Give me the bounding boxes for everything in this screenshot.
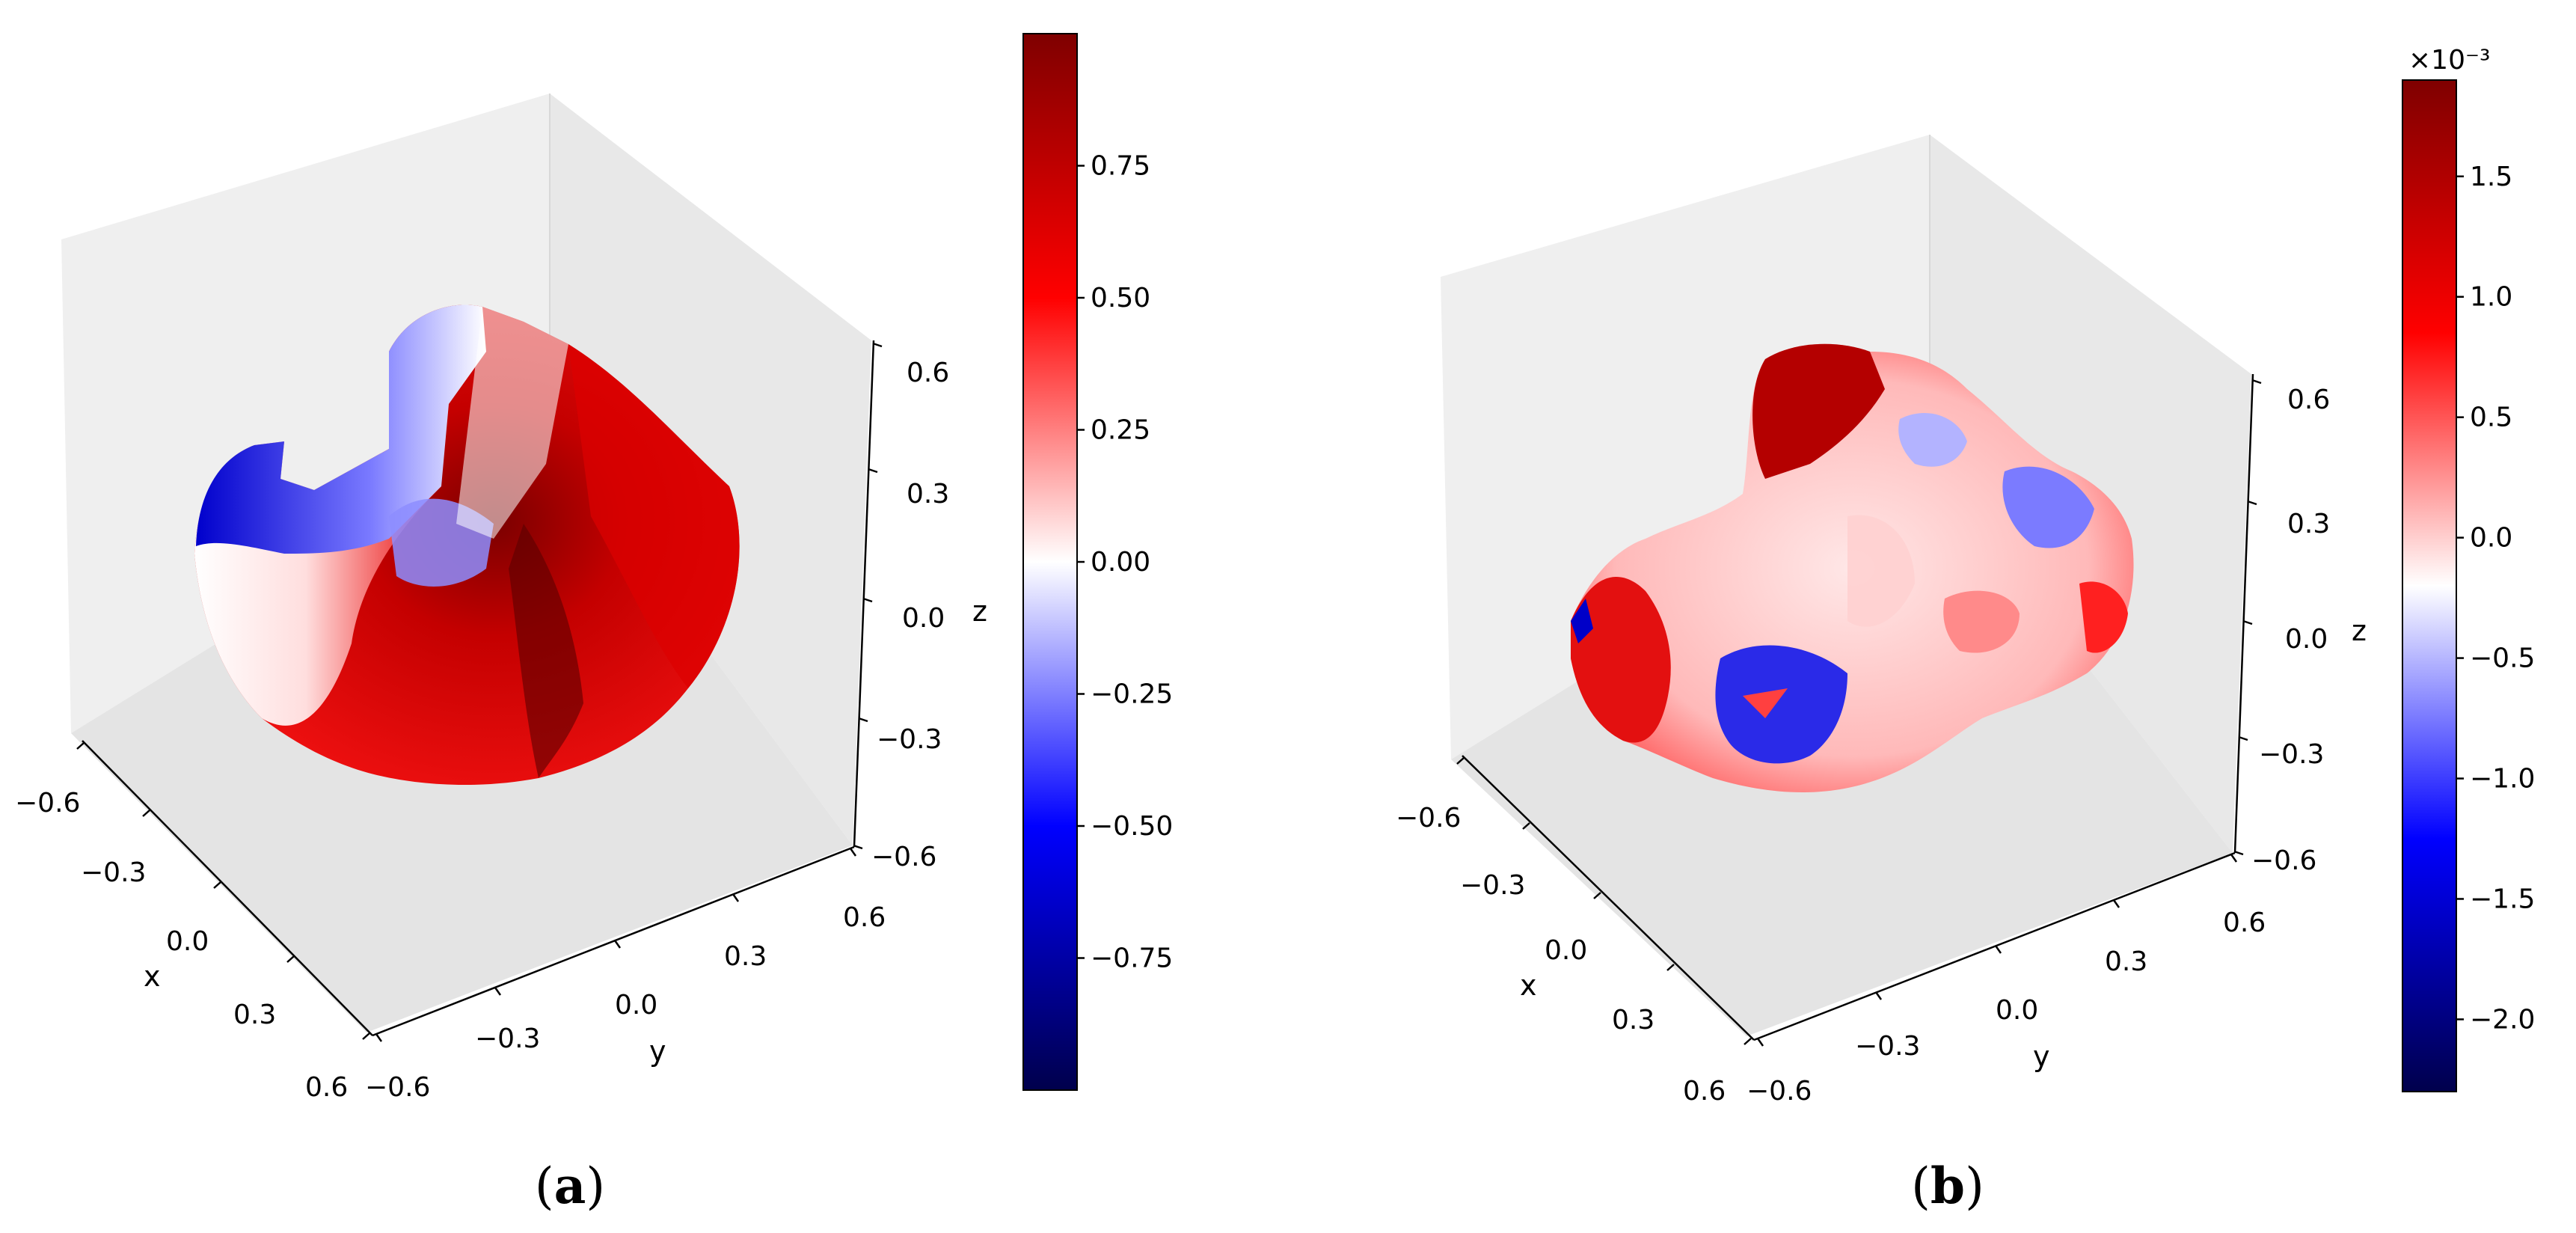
y-tick-label: 0.6 xyxy=(843,902,886,933)
pane-back-left xyxy=(1441,135,1930,759)
z-tick-label: 0.6 xyxy=(907,358,949,388)
pane-back-left xyxy=(61,94,550,733)
y-tick-label: −0.6 xyxy=(365,1072,430,1103)
y-tick-label: −0.3 xyxy=(475,1024,540,1054)
y-tick-label: 0.0 xyxy=(615,990,657,1021)
colorbar-exponent: ×10⁻³ xyxy=(2408,45,2490,76)
x-tick-label: −0.3 xyxy=(1460,870,1525,901)
z-axis-b: −0.6 −0.3 0.0 0.3 0.6 z xyxy=(2233,373,2367,876)
z-tick-label: 0.3 xyxy=(907,479,949,510)
z-tick-label: 0.0 xyxy=(902,603,945,634)
z-axis-label: z xyxy=(972,595,987,628)
colorbar-tick-label: −1.5 xyxy=(2470,884,2535,914)
y-tick-label: 0.6 xyxy=(2223,908,2266,938)
x-axis-label: x xyxy=(144,960,161,993)
colorbar-tick-label: −0.25 xyxy=(1091,679,1173,710)
x-tick-label: 0.6 xyxy=(305,1072,348,1103)
z-tick-label: −0.3 xyxy=(877,724,942,755)
z-tick-label: −0.3 xyxy=(2259,739,2324,770)
colorbar-a: 0.75 0.50 0.25 0.00 −0.25 −0.50 −0.75 xyxy=(1022,33,1173,1091)
colorbar-tick-label: −0.50 xyxy=(1091,811,1173,842)
y-tick-label: 0.0 xyxy=(1996,995,2038,1026)
y-tick-label: −0.3 xyxy=(1855,1031,1920,1062)
z-axis-label: z xyxy=(2352,614,2367,647)
x-tick-label: 0.0 xyxy=(1545,935,1587,966)
x-axis-a: −0.6 −0.3 0.0 0.3 0.6 x xyxy=(15,740,373,1103)
panel-b: −0.6 −0.3 0.0 0.3 0.6 x −0.6 −0.3 0.0 0.… xyxy=(1396,45,2535,1215)
y-axis-b: −0.6 −0.3 0.0 0.3 0.6 y xyxy=(1747,851,2266,1107)
x-tick-label: 0.3 xyxy=(1612,1005,1655,1035)
surface-a xyxy=(194,305,740,786)
colorbar-tick-label: −0.5 xyxy=(2470,643,2535,674)
colorbar-tick-label: 0.00 xyxy=(1091,547,1150,578)
x-tick-label: −0.3 xyxy=(81,857,146,888)
x-tick-label: 0.6 xyxy=(1683,1076,1726,1107)
z-axis-a: −0.6 −0.3 0.0 0.3 0.6 z xyxy=(853,340,987,872)
y-tick-label: 0.3 xyxy=(2105,946,2147,977)
colorbar-tick-label: 0.5 xyxy=(2470,403,2512,433)
colorbar-b: ×10⁻³ 1.5 1.0 0.5 0.0 −0.5 −1.0 −1.5 −2.0 xyxy=(2402,45,2535,1092)
y-axis-label: y xyxy=(2033,1040,2050,1073)
panel-label-a: (a) xyxy=(535,1157,605,1215)
colorbar-tick-label: 0.50 xyxy=(1091,283,1150,313)
surface-b xyxy=(1571,343,2134,793)
x-axis-b: −0.6 −0.3 0.0 0.3 0.6 x xyxy=(1396,755,1755,1107)
x-tick-label: 0.3 xyxy=(233,1000,276,1030)
y-axis-label: y xyxy=(649,1035,666,1068)
colorbar-tick-label: 0.75 xyxy=(1091,151,1150,182)
colorbar-tick-label: 1.0 xyxy=(2470,282,2512,313)
x-axis-label: x xyxy=(1520,969,1537,1002)
y-tick-label: −0.6 xyxy=(1747,1076,1812,1107)
colorbar-tick-label: −0.75 xyxy=(1091,943,1173,974)
z-tick-label: −0.6 xyxy=(871,842,936,872)
colorbar-tick-label: −1.0 xyxy=(2470,764,2535,795)
colorbar-tick-label: 0.25 xyxy=(1091,415,1150,446)
colorbar-tick-label: −2.0 xyxy=(2470,1004,2535,1035)
y-tick-label: 0.3 xyxy=(724,941,767,972)
panel-label-b: (b) xyxy=(1911,1157,1984,1215)
colorbar-tick-label: 1.5 xyxy=(2470,162,2512,192)
panel-a: −0.6 −0.3 0.0 0.3 0.6 x −0.6 −0.3 0.0 0.… xyxy=(15,33,1173,1215)
x-tick-label: 0.0 xyxy=(166,926,209,957)
x-tick-label: −0.6 xyxy=(15,788,80,819)
z-tick-label: 0.0 xyxy=(2285,624,2328,655)
y-axis-a: −0.6 −0.3 0.0 0.3 0.6 y xyxy=(365,845,886,1103)
z-tick-label: −0.6 xyxy=(2251,845,2316,876)
colorbar-tick-label: 0.0 xyxy=(2470,523,2512,554)
x-tick-label: −0.6 xyxy=(1396,803,1461,833)
z-tick-label: 0.6 xyxy=(2287,385,2330,415)
z-tick-label: 0.3 xyxy=(2287,509,2330,539)
